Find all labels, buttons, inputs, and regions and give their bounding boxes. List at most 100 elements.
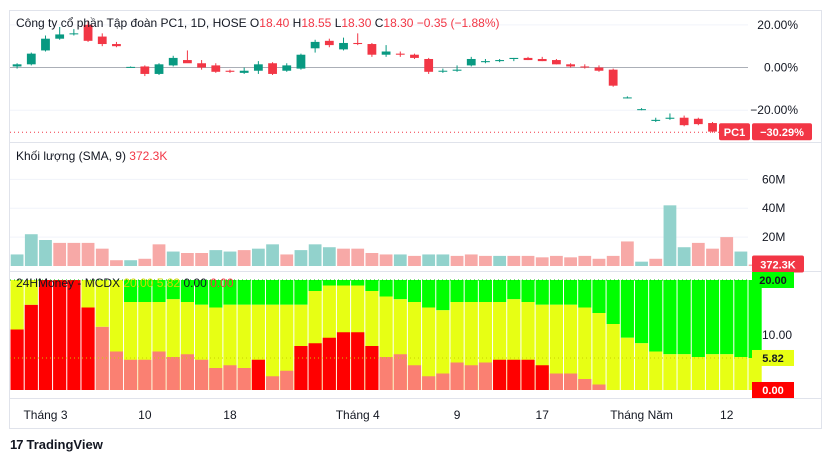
mcdx-green-bar bbox=[195, 280, 209, 305]
mcdx-green-bar bbox=[336, 280, 351, 286]
candle-body bbox=[140, 66, 150, 74]
volume-bar bbox=[578, 255, 592, 266]
mcdx-green-bar bbox=[351, 280, 365, 286]
mcdx-yellow-bar bbox=[720, 354, 734, 390]
candle-body bbox=[410, 54, 419, 58]
mcdx-value-tag-label: 0.00 bbox=[762, 385, 783, 397]
volume-bar bbox=[308, 244, 322, 266]
candle-body bbox=[26, 53, 36, 65]
low-value: 18.30 bbox=[341, 16, 372, 30]
candle-body bbox=[552, 60, 561, 65]
candle-body bbox=[509, 57, 519, 59]
candle-body bbox=[367, 44, 377, 55]
mcdx-green-bar bbox=[734, 280, 748, 357]
x-axis-label: 17 bbox=[536, 408, 550, 422]
change-value: −0.35 (−1.88%) bbox=[416, 16, 500, 30]
price-y-tick: 20.00% bbox=[757, 18, 798, 32]
mcdx-red-bar bbox=[535, 365, 549, 390]
mcdx-yellow-bar bbox=[24, 280, 38, 305]
volume-bar bbox=[124, 260, 138, 266]
mcdx-yellow-bar bbox=[265, 304, 280, 390]
mcdx-green-bar bbox=[152, 280, 166, 302]
candle-body bbox=[126, 66, 136, 68]
volume-bar bbox=[620, 241, 634, 266]
candle-body bbox=[693, 118, 703, 125]
candle-body bbox=[679, 117, 689, 126]
candle-body bbox=[268, 63, 277, 74]
volume-bar bbox=[223, 251, 237, 266]
volume-bar bbox=[280, 254, 294, 266]
mcdx-green-bar bbox=[493, 280, 507, 302]
close-value: 18.30 bbox=[383, 16, 414, 30]
open-value: 18.40 bbox=[259, 16, 290, 30]
mcdx-green-bar bbox=[237, 280, 251, 305]
high-value: 18.55 bbox=[301, 16, 332, 30]
mcdx-yellow-bar bbox=[578, 307, 592, 390]
mcdx-yellow-bar bbox=[422, 307, 436, 390]
symbol-title[interactable]: Công ty cổ phần Tập đoàn PC1, 1D, HOSE bbox=[16, 16, 247, 30]
candle-body bbox=[324, 40, 334, 46]
candle-body bbox=[637, 109, 646, 111]
candle-body bbox=[211, 65, 221, 72]
indicator-v1: 20.00 bbox=[123, 276, 154, 290]
mcdx-yellow-bar bbox=[606, 324, 620, 390]
mcdx-green-bar bbox=[265, 280, 280, 305]
mcdx-value-tag-label: 20.00 bbox=[759, 275, 787, 287]
mcdx-red-bar bbox=[223, 365, 237, 390]
volume-bar bbox=[95, 248, 109, 266]
volume-bar bbox=[663, 205, 677, 266]
volume-bar bbox=[720, 237, 734, 266]
volume-bar bbox=[550, 255, 563, 266]
volume-bar bbox=[393, 254, 407, 266]
mcdx-green-bar bbox=[549, 280, 563, 305]
mcdx-red-bar bbox=[138, 359, 152, 390]
indicator-title[interactable]: 24HMoney - MCDX bbox=[16, 276, 121, 290]
candle-body bbox=[466, 58, 476, 66]
mcdx-green-bar bbox=[166, 280, 180, 300]
mcdx-green-bar bbox=[507, 280, 521, 300]
candle-body bbox=[708, 123, 717, 132]
candle-body bbox=[339, 42, 348, 50]
candle-body bbox=[537, 58, 547, 62]
candle-body bbox=[225, 70, 235, 72]
candle-body bbox=[112, 44, 121, 47]
x-axis-label: 12 bbox=[720, 408, 734, 422]
volume-bar bbox=[479, 255, 492, 266]
candle-body bbox=[381, 51, 391, 55]
mcdx-red-bar bbox=[251, 359, 265, 390]
volume-bar bbox=[53, 242, 67, 266]
mcdx-green-bar bbox=[379, 280, 393, 297]
last-price-tag-label: −30.29% bbox=[760, 127, 804, 139]
mcdx-red-bar bbox=[507, 359, 521, 390]
volume-bar bbox=[138, 258, 152, 266]
mcdx-red-bar bbox=[195, 359, 209, 390]
candle-body bbox=[452, 69, 462, 71]
mcdx-green-bar bbox=[280, 280, 294, 305]
volume-title[interactable]: Khối lượng (SMA, 9) bbox=[16, 149, 126, 163]
mcdx-green-bar bbox=[407, 280, 422, 302]
candle-body bbox=[481, 61, 490, 63]
mcdx-yellow-bar bbox=[280, 304, 294, 390]
mcdx-green-bar bbox=[365, 280, 379, 291]
volume-bar bbox=[237, 250, 251, 266]
volume-bar bbox=[408, 255, 421, 266]
candle-body bbox=[395, 53, 405, 55]
mcdx-green-bar bbox=[578, 280, 592, 308]
volume-bar bbox=[81, 242, 95, 266]
candle-body bbox=[651, 119, 661, 121]
candle-body bbox=[12, 64, 22, 67]
indicator-v3: 0.00 bbox=[183, 276, 207, 290]
mcdx-red-bar bbox=[407, 365, 422, 390]
volume-bar bbox=[195, 253, 208, 266]
mcdx-green-bar bbox=[535, 280, 549, 305]
mcdx-yellow-bar bbox=[663, 354, 677, 390]
x-axis-label: 18 bbox=[223, 408, 237, 422]
mcdx-red-bar bbox=[180, 354, 194, 390]
candle-body bbox=[608, 69, 618, 86]
tradingview-branding[interactable]: 17 TradingView bbox=[10, 437, 103, 452]
volume-bar bbox=[24, 234, 38, 266]
volume-sma-value: 372.3K bbox=[129, 149, 168, 163]
chart-frame bbox=[9, 10, 822, 429]
last-price-tag bbox=[752, 123, 812, 141]
